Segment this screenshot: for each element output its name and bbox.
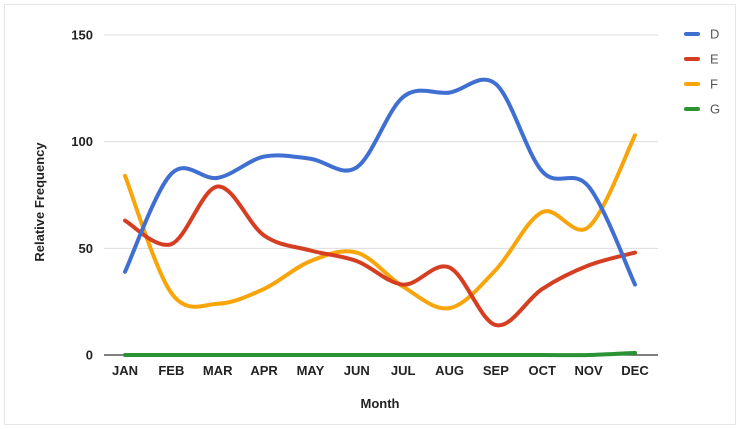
x-tick-label-dec: DEC — [621, 363, 649, 378]
x-tick-label-jan: JAN — [112, 363, 138, 378]
y-tick-label-0: 0 — [86, 348, 93, 363]
legend-label-e: E — [710, 52, 719, 67]
x-axis-ticks: JAN FEB MAR APR MAY JUN JUL AUG SEP OCT NOV DEC — [112, 363, 649, 378]
x-tick-label-jun: JUN — [344, 363, 370, 378]
legend-label-g: G — [710, 102, 720, 117]
legend-label-d: D — [710, 27, 719, 42]
x-tick-label-apr: APR — [250, 363, 278, 378]
y-axis-ticks: 0 50 100 150 — [71, 28, 93, 363]
y-tick-label-50: 50 — [79, 241, 93, 256]
y-axis-title: Relative Frequency — [32, 142, 47, 262]
series-line-e — [123, 184, 637, 328]
x-tick-label-aug: AUG — [435, 363, 464, 378]
y-tick-label-150: 150 — [71, 28, 93, 43]
x-tick-label-jul: JUL — [391, 363, 416, 378]
x-tick-label-feb: FEB — [158, 363, 184, 378]
x-tick-label-mar: MAR — [203, 363, 233, 378]
x-tick-label-sep: SEP — [483, 363, 509, 378]
y-tick-label-100: 100 — [71, 134, 93, 149]
x-tick-label-oct: OCT — [529, 363, 557, 378]
series-line-f — [123, 133, 637, 311]
x-axis-title: Month — [361, 396, 400, 411]
x-tick-label-nov: NOV — [575, 363, 604, 378]
legend-label-f: F — [710, 77, 718, 92]
x-tick-label-may: MAY — [297, 363, 325, 378]
series-lines — [123, 77, 637, 358]
series-line-g — [123, 350, 637, 358]
series-line-d — [123, 77, 637, 287]
